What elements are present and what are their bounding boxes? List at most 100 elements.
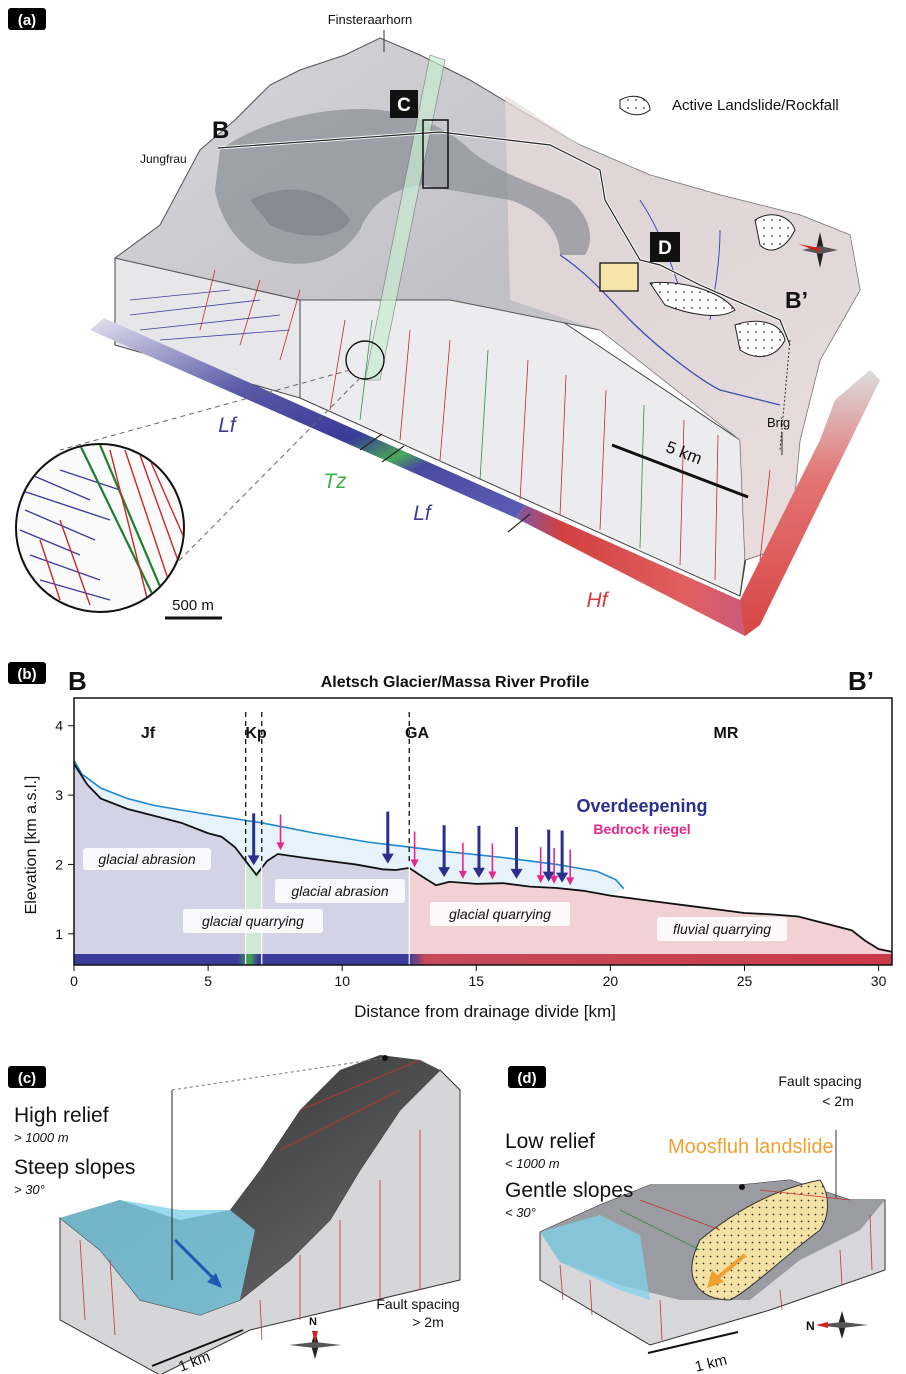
chart-frame bbox=[73, 697, 893, 966]
town-label-brig: Brig bbox=[767, 415, 790, 430]
scale-label-500m: 500 m bbox=[172, 597, 214, 614]
peak-label-finsteraarhorn: Finsteraarhorn bbox=[328, 12, 413, 27]
riegel-arrow-2-head bbox=[410, 859, 419, 868]
fault-label-d-2: < 2m bbox=[822, 1093, 854, 1109]
panel-a-tag: (a) bbox=[18, 12, 36, 29]
panel-c-tag: (c) bbox=[18, 1070, 36, 1087]
legend-landslide-label: Active Landslide/Rockfall bbox=[672, 97, 839, 114]
x-tick-label-3: 15 bbox=[469, 973, 485, 989]
compass-rose-d bbox=[816, 1311, 868, 1339]
x-tick-label-6: 30 bbox=[871, 973, 887, 989]
legend-landslide-symbol bbox=[619, 95, 651, 116]
zone-color-bar bbox=[74, 954, 892, 965]
bedrock-fill-lf bbox=[74, 763, 410, 965]
zone-label-lf-1: Lf bbox=[218, 414, 238, 437]
x-tick-label-2: 10 bbox=[334, 973, 350, 989]
slope-value-d: < 30° bbox=[505, 1205, 536, 1220]
flow-arrow-c-head bbox=[207, 1273, 222, 1288]
panel-b: (b) B Aletsch Glacier/Massa River Profil… bbox=[8, 662, 893, 1021]
inset-connector-bottom bbox=[149, 377, 361, 591]
fault-label-d-1: Fault spacing bbox=[778, 1073, 861, 1089]
x-tick-label-4: 20 bbox=[603, 973, 619, 989]
y-tick-label-3: 4 bbox=[55, 718, 63, 734]
scale-bar-5km bbox=[611, 443, 749, 499]
legend-riegel: Bedrock riegel bbox=[593, 821, 690, 837]
compass-rose-c bbox=[289, 1331, 341, 1359]
zone-label-mr: MR bbox=[714, 725, 739, 742]
overdeepening-arrow-7-head bbox=[556, 872, 569, 883]
overdeepening-arrow-3-head bbox=[438, 867, 451, 878]
zone-divider-1 bbox=[359, 433, 383, 451]
bedrock-profile-line bbox=[73, 763, 893, 953]
fault-lines-c bbox=[79, 1059, 421, 1341]
process-label-3: glacial abrasion bbox=[291, 883, 388, 899]
zone-label-kp: Kp bbox=[245, 725, 267, 742]
relief-value-c: > 1000 m bbox=[14, 1130, 69, 1145]
profile-title: Aletsch Glacier/Massa River Profile bbox=[321, 674, 590, 691]
zone-label-hf: Hf bbox=[587, 589, 610, 612]
x-tick-label-5: 25 bbox=[737, 973, 753, 989]
process-box-3 bbox=[275, 879, 405, 903]
riegel-arrow-4-head bbox=[488, 871, 497, 880]
box-d-outline bbox=[599, 262, 639, 292]
box-c-label: C bbox=[397, 95, 411, 116]
compass-rose-a bbox=[798, 232, 838, 268]
glacier-tributary bbox=[250, 189, 350, 236]
x-tick-label-1: 5 bbox=[204, 973, 212, 989]
zone-divider-3 bbox=[507, 513, 531, 533]
riegel-arrow-3-head bbox=[458, 870, 467, 879]
y-tick-label-0: 1 bbox=[55, 926, 63, 942]
profile-dashed-drop bbox=[779, 339, 791, 451]
fault-lines-front bbox=[129, 269, 771, 581]
landslide-area-3 bbox=[754, 214, 796, 251]
process-box-4 bbox=[430, 902, 570, 926]
panel-c-tag-box bbox=[8, 1066, 46, 1088]
point-label-b: B bbox=[212, 117, 229, 144]
zone-bar-hf bbox=[516, 505, 745, 636]
zone-label-jf: Jf bbox=[141, 725, 156, 742]
relief-label-d: Low relief bbox=[505, 1130, 595, 1153]
process-box-5 bbox=[657, 917, 787, 941]
panel-d-tag-box bbox=[508, 1066, 546, 1088]
fault-label-c-1: Fault spacing bbox=[376, 1296, 459, 1312]
overdeepening-arrow-1-head bbox=[247, 855, 260, 866]
overdeepening-arrow-4-head bbox=[472, 867, 485, 878]
landslide-area-1 bbox=[649, 281, 736, 316]
axis-y-label: Elevation [km a.s.l.] bbox=[23, 776, 40, 915]
relief-value-d: < 1000 m bbox=[505, 1156, 560, 1171]
process-label-2: glacial quarrying bbox=[202, 913, 304, 929]
scale-bar-d bbox=[647, 1331, 739, 1354]
inset-source-circle bbox=[345, 340, 385, 380]
zone-bar-lf-tz bbox=[90, 318, 525, 518]
panel-a: (a) bbox=[8, 8, 880, 636]
panel-d-tag: (d) bbox=[517, 1070, 536, 1087]
y-tick-label-1: 2 bbox=[55, 856, 63, 872]
glacier-c-ice bbox=[60, 1200, 255, 1315]
slope-label-d: Gentle slopes bbox=[505, 1179, 633, 1202]
landslide-label-d: Moosfluh landslide bbox=[668, 1136, 834, 1158]
landslide-arrow bbox=[713, 1253, 747, 1282]
panel-a-tag-box bbox=[8, 8, 46, 30]
zone-label-lf-2: Lf bbox=[413, 502, 433, 525]
overdeepening-arrow-5-head bbox=[510, 868, 523, 879]
box-c-outline bbox=[422, 119, 449, 189]
box-c-marker bbox=[390, 90, 418, 118]
relief-label-c: High relief bbox=[14, 1104, 109, 1127]
box-d-label: D bbox=[658, 238, 672, 259]
panel-b-tag: (b) bbox=[17, 666, 36, 683]
north-label-c: N bbox=[309, 1316, 317, 1328]
slope-label-c: Steep slopes bbox=[14, 1156, 135, 1179]
landslide-area-2 bbox=[734, 320, 786, 358]
landslide-arrow-head bbox=[707, 1270, 724, 1288]
fault-label-c-2: > 2m bbox=[412, 1314, 444, 1330]
scale-label-d: 1 km bbox=[693, 1351, 729, 1374]
overdeepening-arrow-6-head bbox=[542, 871, 555, 882]
point-label-b-prime: B’ bbox=[785, 287, 808, 313]
riegel-arrow-5-head bbox=[536, 875, 545, 884]
box-d-marker bbox=[650, 232, 680, 262]
legend-overdeepening: Overdeepening bbox=[576, 796, 707, 816]
terrain-hf-zone bbox=[505, 95, 860, 560]
profile-right-label: B’ bbox=[848, 666, 874, 696]
ice-surface-line bbox=[73, 760, 625, 890]
